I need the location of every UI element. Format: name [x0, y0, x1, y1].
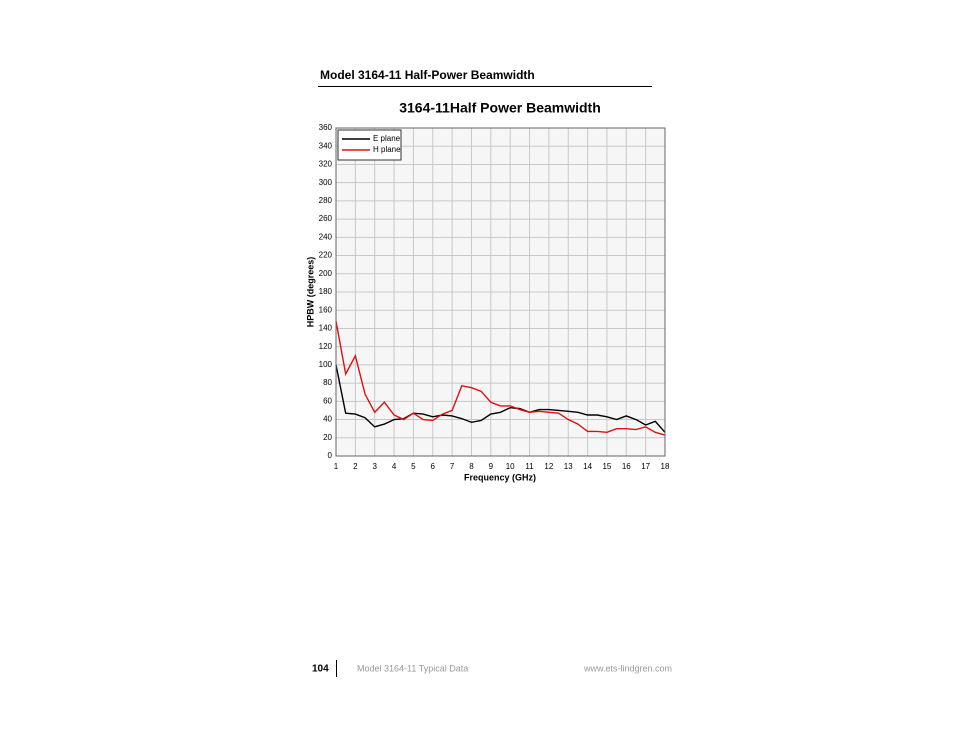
y-tick-label: 340: [319, 141, 333, 150]
x-tick-label: 5: [411, 462, 416, 471]
footer-right: www.ets-lindgren.com: [583, 663, 672, 673]
footer-left: Model 3164-11 Typical Data: [357, 663, 468, 673]
x-tick-label: 2: [353, 462, 358, 471]
x-tick-label: 14: [583, 462, 592, 471]
y-tick-label: 140: [319, 324, 333, 333]
y-tick-label: 280: [319, 196, 333, 205]
y-tick-label: 300: [319, 178, 333, 187]
x-tick-label: 3: [372, 462, 377, 471]
y-axis-label: HPBW (degrees): [305, 257, 315, 328]
x-tick-label: 12: [544, 462, 553, 471]
y-tick-label: 360: [319, 123, 333, 132]
page-number: 104: [312, 664, 329, 675]
legend-box: [337, 129, 402, 161]
y-tick-label: 260: [319, 214, 333, 223]
plot-frame: [335, 127, 666, 457]
y-tick-label: 40: [323, 415, 332, 424]
y-tick-label: 220: [319, 251, 333, 260]
legend-label: H plane: [373, 145, 401, 154]
y-tick-label: 120: [319, 342, 333, 351]
chart-title: 3164-11Half Power Beamwidth: [399, 100, 601, 116]
x-tick-label: 15: [602, 462, 611, 471]
section-heading: Model 3164-11 Half-Power Beamwidth: [320, 68, 535, 82]
y-tick-label: 240: [319, 232, 333, 241]
y-tick-label: 20: [323, 433, 332, 442]
y-tick-label: 320: [319, 160, 333, 169]
x-tick-label: 10: [506, 462, 515, 471]
x-tick-label: 6: [431, 462, 436, 471]
x-tick-label: 13: [564, 462, 573, 471]
series-line: [335, 364, 666, 433]
x-tick-label: 11: [525, 462, 534, 471]
y-tick-label: 200: [319, 269, 333, 278]
x-axis-label: Frequency (GHz): [464, 472, 536, 482]
x-tick-label: 8: [469, 462, 474, 471]
x-tick-label: 1: [334, 462, 339, 471]
y-tick-label: 0: [328, 451, 333, 460]
x-tick-label: 18: [661, 462, 670, 471]
x-tick-label: 9: [489, 462, 494, 471]
y-tick-label: 80: [323, 378, 332, 387]
x-tick-label: 7: [450, 462, 455, 471]
y-tick-label: 180: [319, 287, 333, 296]
series-line: [335, 321, 666, 436]
x-tick-label: 17: [641, 462, 650, 471]
y-tick-label: 100: [319, 360, 333, 369]
y-tick-label: 60: [323, 396, 332, 405]
x-tick-label: 16: [622, 462, 631, 471]
x-tick-label: 4: [392, 462, 397, 471]
legend-label: E plane: [373, 134, 401, 143]
y-tick-label: 160: [319, 305, 333, 314]
